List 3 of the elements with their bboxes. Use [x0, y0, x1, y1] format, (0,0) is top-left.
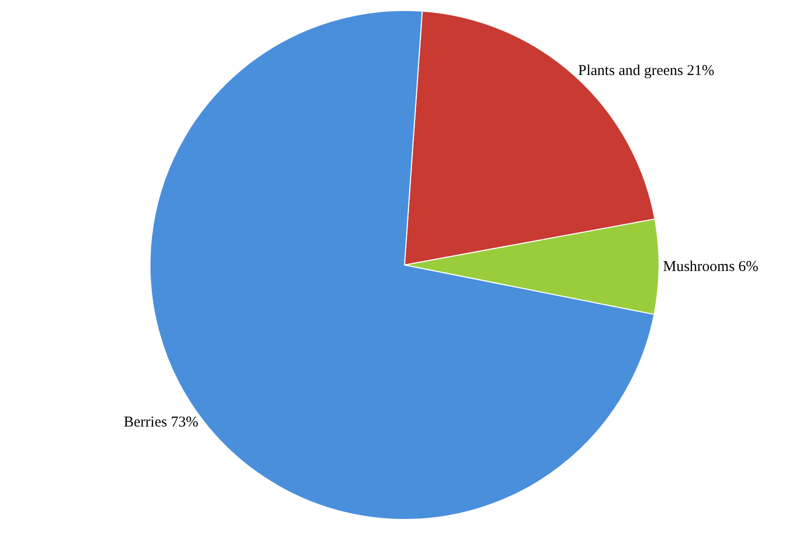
- slice-label: Plants and greens 21%: [578, 62, 714, 79]
- slice-label: Mushrooms 6%: [662, 258, 758, 275]
- slice-label: Berries 73%: [124, 414, 198, 431]
